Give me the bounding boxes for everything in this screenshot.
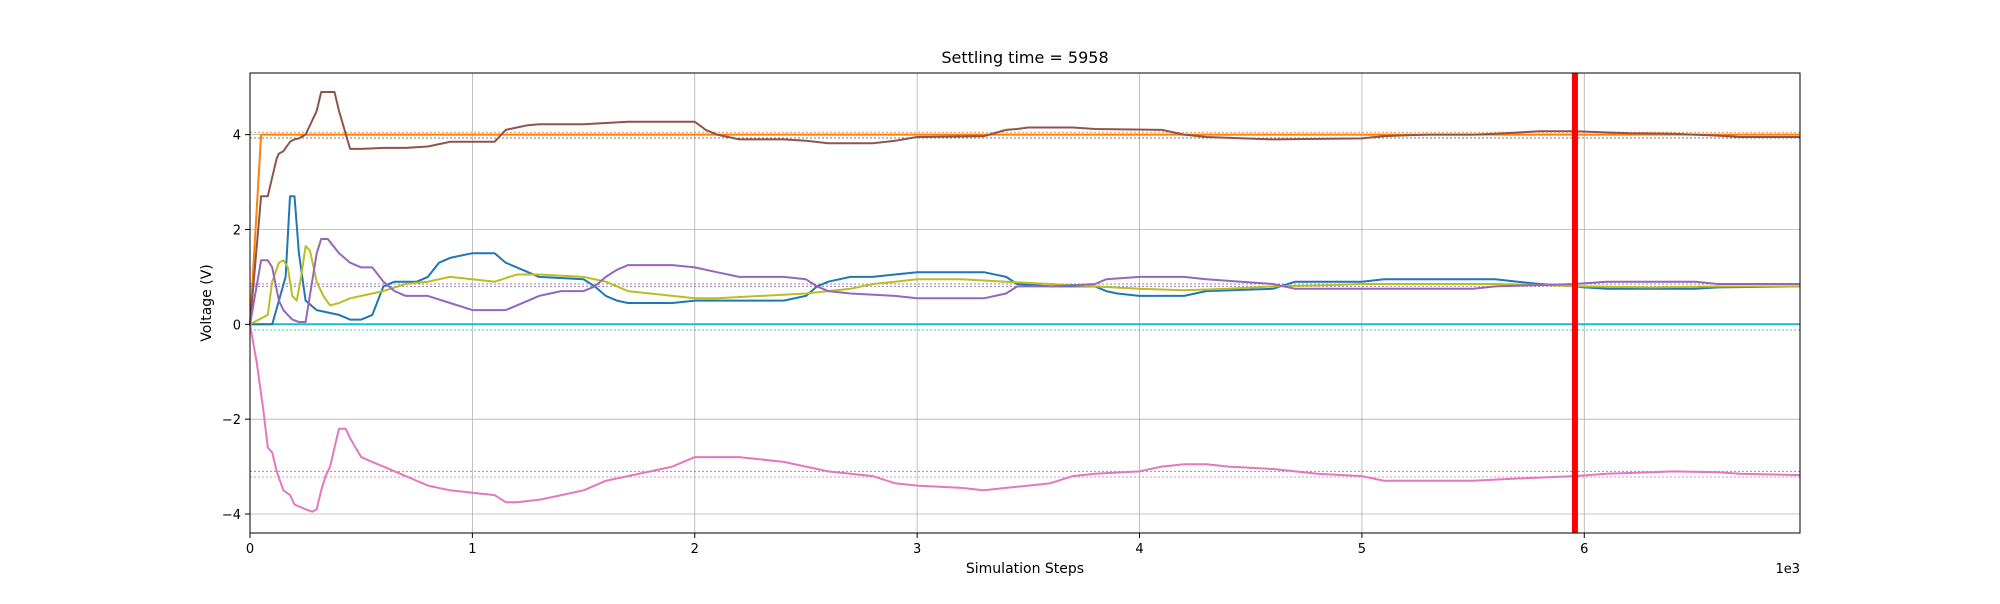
series-layer [249, 91, 1801, 513]
series-line [249, 133, 1800, 325]
x-offset-label: 1e3 [1775, 562, 1800, 577]
x-tick-label: 6 [1580, 542, 1588, 557]
series-line [249, 238, 1800, 325]
series-line [249, 91, 1800, 325]
y-tick-label: 4 [233, 129, 241, 144]
y-tick-label: 0 [233, 318, 241, 333]
series-line [250, 195, 1801, 326]
tick-layer: 0 1 2 3 4 5 6 −4 −2 0 2 4 [222, 129, 1589, 557]
y-tick-label: −4 [222, 508, 241, 523]
x-tick-label: 0 [246, 542, 254, 557]
series-line [249, 245, 1800, 326]
series-line [249, 324, 1801, 513]
x-tick-label: 1 [468, 542, 476, 557]
y-tick-label: 2 [233, 223, 241, 238]
reference-lines [250, 131, 1800, 478]
chart-title: Settling time = 5958 [941, 48, 1108, 67]
x-tick-label: 3 [913, 542, 921, 557]
y-tick-label: −2 [222, 413, 241, 428]
x-tick-label: 5 [1358, 542, 1366, 557]
x-tick-label: 2 [691, 542, 699, 557]
x-tick-label: 4 [1135, 542, 1143, 557]
y-axis-label: Voltage (V) [199, 264, 215, 341]
plot-frame [249, 72, 1801, 534]
x-axis-label: Simulation Steps [966, 561, 1084, 577]
